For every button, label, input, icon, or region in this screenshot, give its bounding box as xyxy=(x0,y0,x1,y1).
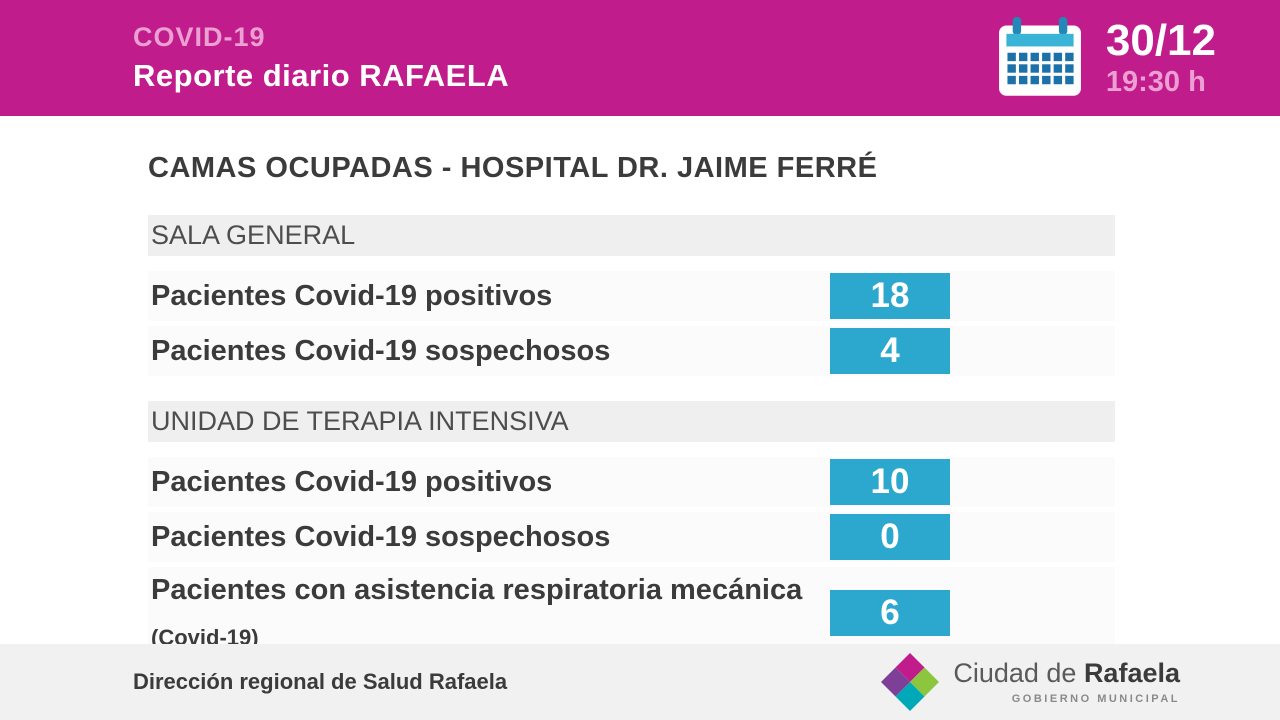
report-header: COVID-19 Reporte diario RAFAELA 30/12 19… xyxy=(0,0,1280,116)
report-title: CAMAS OCUPADAS - HOSPITAL DR. JAIME FERR… xyxy=(148,152,878,184)
value-badge: 4 xyxy=(830,328,950,374)
value-badge: 6 xyxy=(830,590,950,637)
section-rows-sala-general: Pacientes Covid-19 positivos 18 Paciente… xyxy=(148,271,1115,376)
logo-subtitle: GOBIERNO MUNICIPAL xyxy=(1011,692,1180,705)
report-date: 30/12 xyxy=(1105,16,1216,66)
header-date-time: 30/12 19:30 h xyxy=(1105,16,1216,98)
header-datetime: 30/12 19:30 h xyxy=(998,16,1216,100)
footer-department: Dirección regional de Salud Rafaela xyxy=(133,669,508,694)
table-row: Pacientes Covid-19 positivos 10 xyxy=(148,457,1115,507)
row-label: Pacientes Covid-19 sospechosos xyxy=(151,334,611,367)
report-time: 19:30 h xyxy=(1105,65,1206,98)
header-supertitle: COVID-19 xyxy=(133,22,266,52)
logo-city-name: Ciudad de Rafaela xyxy=(953,658,1180,689)
page-title: Reporte diario RAFAELA xyxy=(133,58,510,93)
row-label: Pacientes Covid-19 positivos xyxy=(151,465,553,498)
city-logo: Ciudad de Rafaela GOBIERNO MUNICIPAL xyxy=(881,653,1180,711)
table-row: Pacientes Covid-19 positivos 18 xyxy=(148,271,1115,321)
calendar-icon xyxy=(998,16,1082,100)
value-badge: 0 xyxy=(830,514,950,560)
logo-city-name-bold: Rafaela xyxy=(1083,658,1180,689)
row-label: Pacientes con asistencia respiratoria me… xyxy=(148,567,830,660)
header-titles: COVID-19 Reporte diario RAFAELA xyxy=(133,22,509,94)
section-header-sala-general: SALA GENERAL xyxy=(148,215,1115,256)
table-row: Pacientes Covid-19 sospechosos 4 xyxy=(148,326,1115,376)
rafaela-logo-icon xyxy=(881,653,940,711)
section-rows-uti: Pacientes Covid-19 positivos 10 Paciente… xyxy=(148,457,1115,660)
report-body: CAMAS OCUPADAS - HOSPITAL DR. JAIME FERR… xyxy=(0,116,1115,660)
row-label: Pacientes Covid-19 sospechosos xyxy=(151,520,611,553)
value-badge: 10 xyxy=(830,459,950,505)
value-badge: 18 xyxy=(830,273,950,319)
report-footer: Dirección regional de Salud Rafaela Ciud… xyxy=(0,644,1280,720)
logo-text: Ciudad de Rafaela GOBIERNO MUNICIPAL xyxy=(953,658,1180,705)
table-row: Pacientes Covid-19 sospechosos 0 xyxy=(148,512,1115,562)
row-label-text: Pacientes con asistencia respiratoria me… xyxy=(151,574,803,606)
row-label: Pacientes Covid-19 positivos xyxy=(151,279,553,312)
section-header-uti: UNIDAD DE TERAPIA INTENSIVA xyxy=(148,401,1115,442)
logo-city-name-regular: Ciudad de xyxy=(953,658,1084,689)
